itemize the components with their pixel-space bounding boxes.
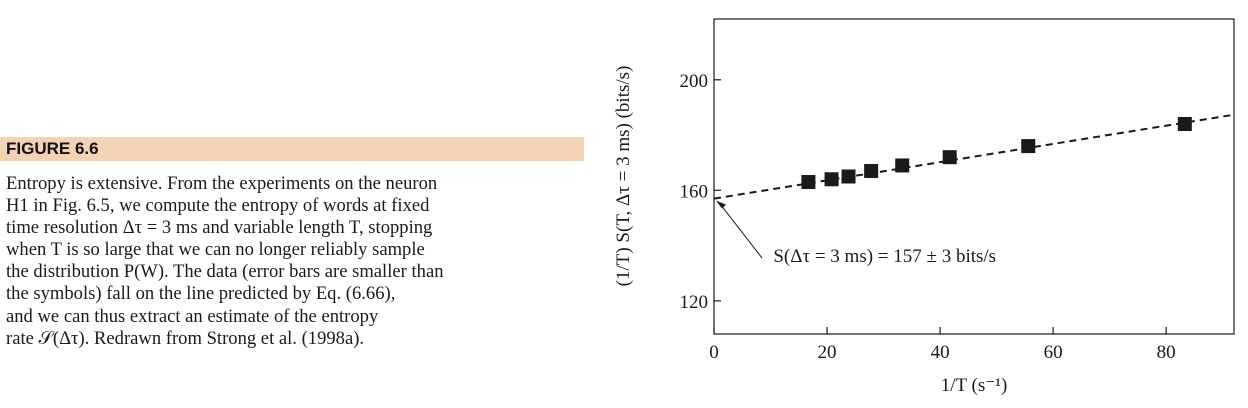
x-tick-label: 80	[1157, 342, 1176, 363]
caption-line: the distribution P(W). The data (error b…	[6, 261, 444, 283]
x-tick-label: 0	[709, 342, 719, 363]
y-tick-label: 200	[680, 71, 709, 92]
caption-text: Entropy is extensive. From the experimen…	[0, 173, 584, 350]
data-point	[824, 172, 839, 187]
entropy-chart: 0 20 40 60 80 120 160 200 S(Δτ = 3 ms) = 157 ± …	[613, 18, 1235, 396]
annotation-group: S(Δτ = 3 ms) = 157 ± 3 bits/s	[716, 200, 996, 267]
axis-ticks: 0 20 40 60 80 120 160 200	[680, 71, 1176, 363]
caption-line: when T is so large that we can no longer…	[6, 239, 425, 261]
caption-line: Entropy is extensive. From the experimen…	[6, 173, 438, 194]
fit-line	[713, 113, 1235, 200]
fit-line-group	[713, 113, 1235, 200]
y-axis-label: (1/T) S(T, Δτ = 3 ms) (bits/s)	[613, 66, 634, 287]
data-point	[864, 163, 879, 178]
data-points	[801, 117, 1192, 190]
plot-frame	[713, 18, 1235, 335]
caption-line: and we can thus extract an estimate of t…	[6, 305, 379, 327]
data-point	[1021, 139, 1036, 154]
figure-label: FIGURE 6.6	[6, 139, 99, 158]
caption-line: rate 𝒮(Δτ). Redrawn from Strong et al. (…	[6, 327, 365, 349]
annotation-text: S(Δτ = 3 ms) = 157 ± 3 bits/s	[773, 246, 996, 267]
y-tick-label: 160	[680, 181, 709, 202]
data-point	[841, 169, 856, 184]
caption-line: the symbols) fall on the line predicted …	[6, 283, 396, 305]
figure-caption: FIGURE 6.6 Entropy is extensive. From th…	[0, 137, 584, 350]
data-point	[1177, 117, 1192, 131]
x-tick-label: 20	[818, 342, 837, 363]
caption-line: time resolution Δτ = 3 ms and variable l…	[6, 217, 433, 239]
data-point	[801, 175, 816, 190]
x-tick-label: 60	[1044, 342, 1063, 363]
data-point	[895, 158, 910, 173]
annotation-arrow-head	[716, 200, 726, 209]
annotation-arrow-line	[718, 202, 763, 259]
y-tick-label: 120	[680, 292, 709, 313]
caption-line: H1 in Fig. 6.5, we compute the entropy o…	[6, 195, 430, 217]
x-axis-label: 1/T (s⁻¹)	[941, 375, 1008, 396]
figure-label-bar: FIGURE 6.6	[0, 137, 584, 161]
data-point	[942, 150, 957, 165]
x-tick-label: 40	[931, 342, 950, 363]
